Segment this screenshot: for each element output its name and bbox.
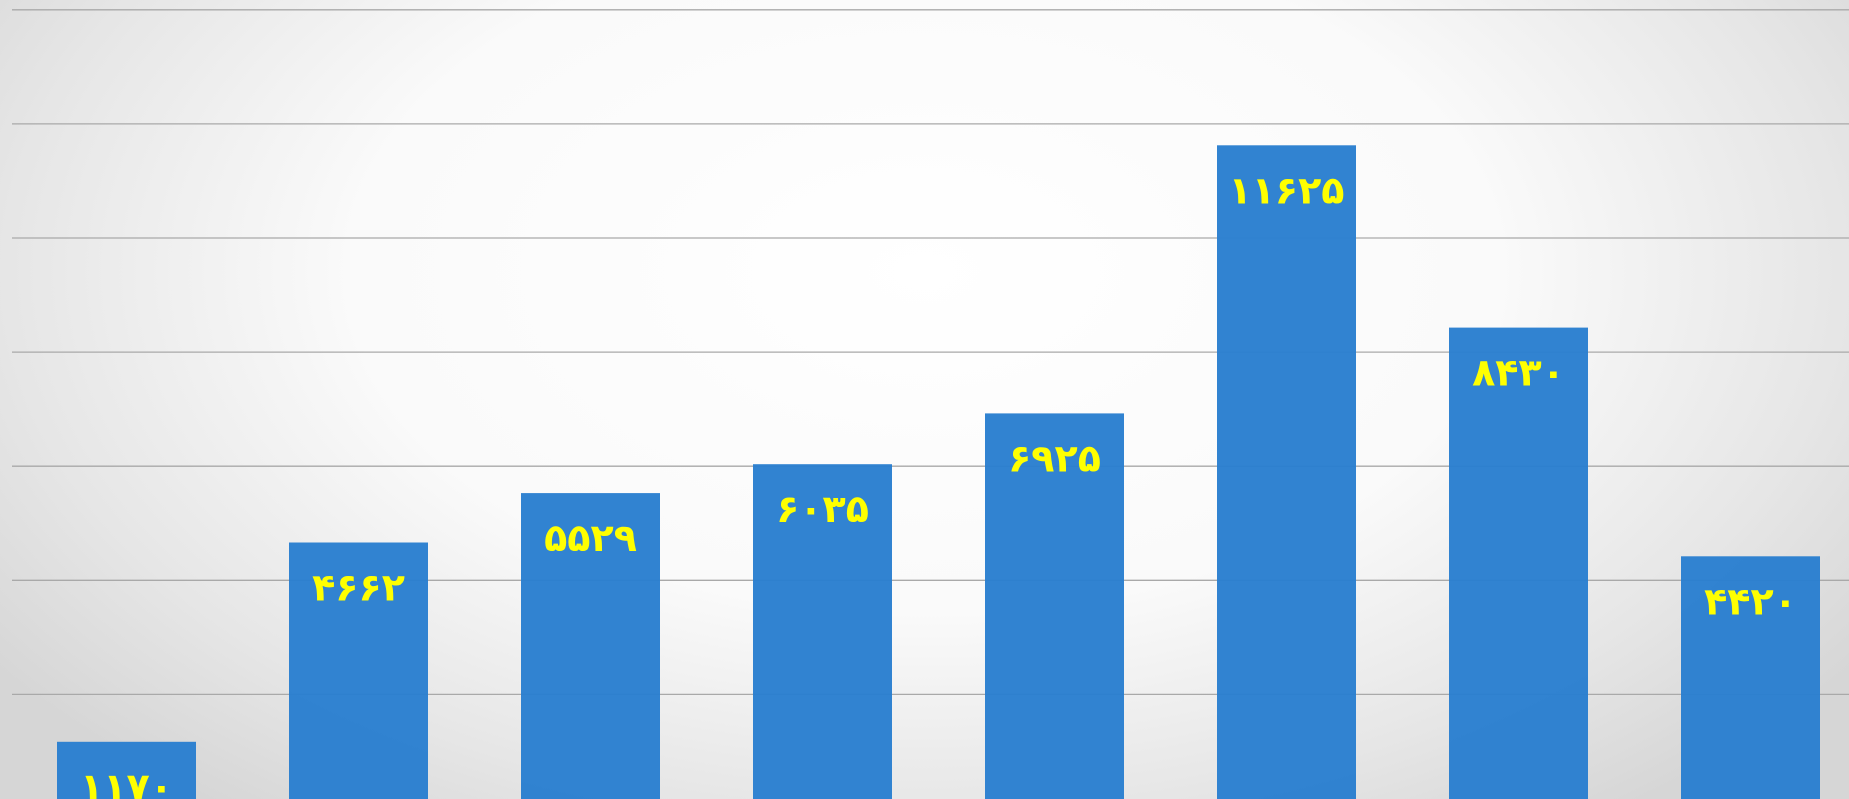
bar-value-label-3: ۵۵۲۹ bbox=[544, 516, 637, 560]
bar-value-label-2: ۴۶۶۲ bbox=[312, 566, 405, 610]
bar-7 bbox=[1449, 327, 1588, 799]
bar-3 bbox=[521, 493, 660, 799]
bar-value-label-4: ۶۰۳۵ bbox=[776, 487, 869, 531]
bar-6 bbox=[1217, 145, 1356, 799]
data-labels: ۱۱۷۰ ۴۶۶۲ ۵۵۲۹ ۶۰۳۵ ۶۹۲۵ ۱۱۶۲۵ ۸۴۳۰ ۴۴۲۰ bbox=[80, 168, 1797, 799]
bar-value-label-6: ۱۱۶۲۵ bbox=[1229, 168, 1345, 212]
bar-value-label-7: ۸۴۳۰ bbox=[1472, 351, 1565, 395]
bar-value-label-1: ۱۱۷۰ bbox=[80, 765, 173, 799]
bars bbox=[57, 145, 1820, 799]
bar-value-label-8: ۴۴۲۰ bbox=[1704, 579, 1797, 623]
bar-1 bbox=[57, 741, 196, 799]
bar-5 bbox=[985, 413, 1124, 799]
bar-2 bbox=[289, 542, 428, 799]
bar-value-label-5: ۶۹۲۵ bbox=[1008, 436, 1101, 480]
bar-8 bbox=[1681, 556, 1820, 799]
bar-4 bbox=[753, 464, 892, 799]
